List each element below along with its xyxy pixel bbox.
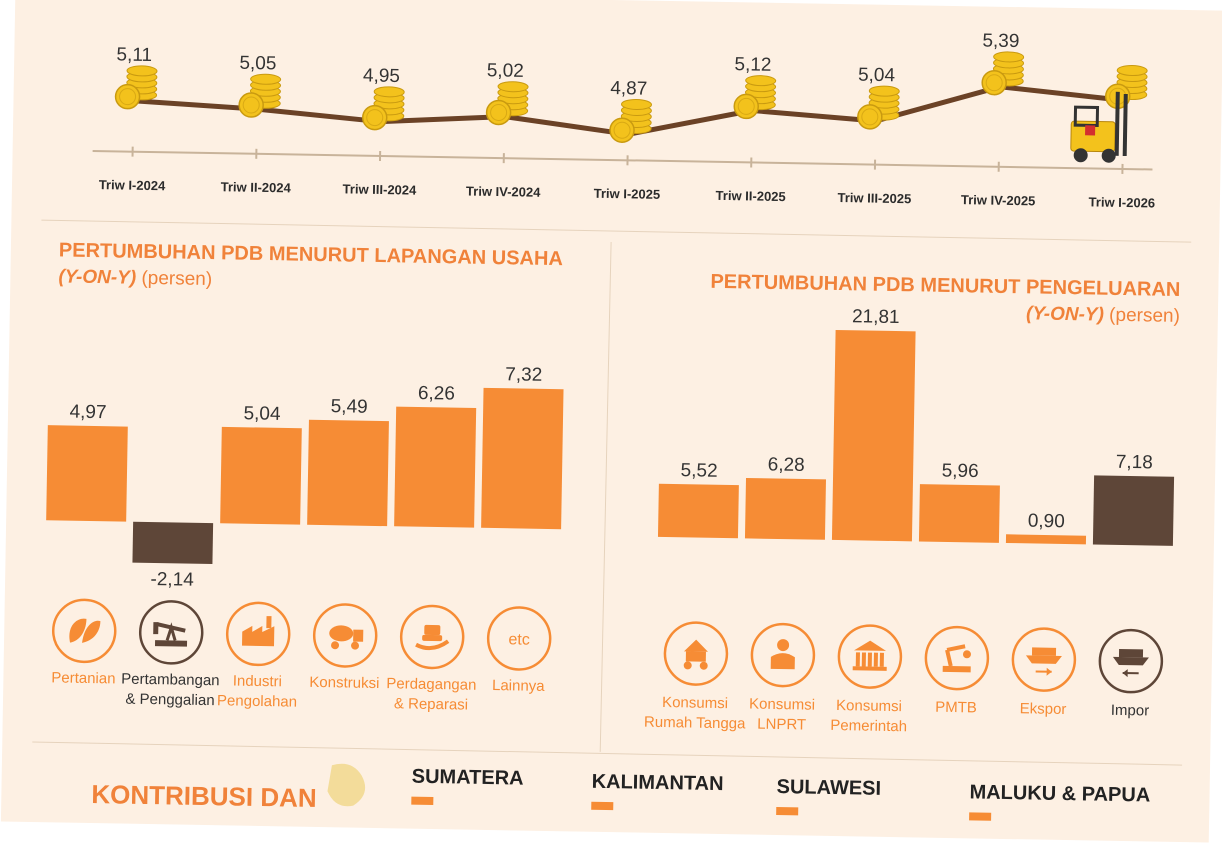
timeline-period-label: Triw I-2026 [1089, 194, 1156, 210]
timeline-value-label: 5,12 [734, 54, 771, 76]
bar-1 [658, 484, 739, 539]
category-label: Lainnya [492, 677, 545, 695]
category-label: Konsumsi [662, 694, 728, 712]
section-divider [32, 742, 1182, 765]
region-label: SULAWESI [776, 776, 881, 800]
timeline-period-label: Triw I-2024 [99, 177, 167, 193]
bar-value-label: 5,04 [243, 403, 281, 425]
region-label: SUMATERA [412, 766, 524, 790]
bar-value-label: 21,81 [852, 306, 900, 328]
category-label: Impor [1111, 702, 1150, 720]
bar-6 [481, 388, 563, 529]
bar-value-label: 5,49 [331, 396, 368, 418]
coin-stack-icon [610, 99, 652, 143]
bar-value-label: 7,18 [1116, 452, 1153, 474]
etc-icon: etc [508, 631, 530, 648]
chart-subtitle-yoy: (Y-ON-Y) [58, 266, 136, 288]
timeline-period-label: Triw II-2025 [716, 188, 786, 204]
timeline-period-label: Triw I-2025 [594, 186, 661, 202]
bar-2 [745, 478, 826, 540]
chart-title: PERTUMBUHAN PDB MENURUT LAPANGAN USAHA [59, 239, 563, 270]
timeline-value-label: 5,39 [982, 30, 1019, 52]
bar-2 [132, 522, 213, 564]
timeline-value-label: 4,87 [610, 78, 647, 100]
bar-5 [394, 407, 476, 528]
category-label: LNPRT [757, 716, 806, 734]
bar-value-label: -2,14 [150, 569, 194, 591]
category-label: Pertanian [51, 669, 116, 687]
section-divider [41, 220, 1191, 242]
category-label: Rumah Tangga [644, 714, 746, 733]
coin-stack-icon [858, 86, 900, 130]
chart-title: PERTUMBUHAN PDB MENURUT PENGELUARAN [710, 271, 1180, 301]
region-bar [969, 812, 991, 820]
region-label: KALIMANTAN [591, 771, 723, 795]
bar-value-label: 0,90 [1028, 511, 1065, 533]
chart-subtitle-yoy: (Y-ON-Y) [1026, 303, 1104, 325]
category-label: Konsumsi [836, 697, 902, 715]
category-label: Industri [233, 672, 282, 690]
timeline-value-label: 5,04 [858, 65, 896, 87]
bar-5 [1006, 534, 1086, 544]
category-label: & Penggalian [125, 691, 215, 710]
category-label: PMTB [935, 699, 977, 717]
region-label: MALUKU & PAPUA [969, 781, 1150, 806]
chart-subtitle-unit: (persen) [136, 268, 212, 290]
category-label: Pertambangan [121, 671, 220, 690]
category-label: Pemerintah [830, 717, 907, 735]
category-label: Ekspor [1020, 700, 1067, 718]
chart-subtitle-unit: (persen) [1104, 305, 1180, 327]
bar-3 [220, 427, 302, 525]
bar-value-label: 5,96 [941, 460, 978, 482]
bar-value-label: 5,52 [680, 460, 717, 482]
icon-circle [53, 599, 116, 662]
bar-value-label: 6,28 [768, 454, 805, 476]
timeline-period-label: Triw III-2025 [837, 190, 911, 206]
timeline-value-label: 5,05 [239, 53, 276, 75]
timeline-value-label: 5,02 [487, 60, 524, 82]
bar-4 [919, 484, 1000, 543]
timeline-value-label: 4,95 [363, 65, 400, 87]
category-label: & Reparasi [394, 695, 468, 713]
timeline-period-label: Triw II-2024 [221, 179, 292, 195]
region-bar [591, 802, 613, 810]
category-label: Perdagangan [386, 675, 476, 694]
chart-subtitle: (Y-ON-Y) (persen) [58, 266, 212, 290]
region-bar [411, 797, 433, 805]
column-divider [600, 242, 611, 752]
category-label: Konsumsi [749, 696, 815, 714]
bar-1 [46, 425, 128, 521]
bar-value-label: 4,97 [69, 402, 106, 424]
timeline-period-label: Triw IV-2024 [466, 183, 541, 199]
timeline-value-label: 5,11 [116, 44, 152, 66]
footer-heading: KONTRIBUSI DAN [91, 779, 317, 813]
sumatera-map-icon [327, 764, 365, 807]
region-bar [776, 807, 798, 815]
timeline-period-label: Triw IV-2025 [961, 192, 1036, 208]
bar-6 [1093, 475, 1174, 546]
coin-stack-icon [363, 86, 405, 130]
icon-circle [925, 627, 988, 690]
bar-3 [832, 330, 916, 541]
forklift-icon [1071, 91, 1128, 163]
gdp-by-expenditure-chart: PERTUMBUHAN PDB MENURUT PENGELUARAN(Y-ON… [644, 270, 1181, 740]
timeline-axis [93, 151, 1153, 169]
chart-subtitle: (Y-ON-Y) (persen) [1026, 303, 1180, 327]
bar-4 [307, 420, 389, 526]
timeline-period-label: Triw III-2024 [343, 181, 418, 197]
category-label: Konstruksi [309, 674, 379, 692]
category-label: Pengolahan [217, 692, 297, 710]
gdp-by-sector-chart: PERTUMBUHAN PDB MENURUT LAPANGAN USAHA(Y… [43, 239, 566, 715]
gdp-timeline: Triw I-2024 5,11 Triw II-2024 5,05 Triw III-… [92, 15, 1158, 211]
etc-icon-label: etc [508, 631, 530, 648]
bar-value-label: 7,32 [505, 364, 542, 386]
regional-contribution-header: KONTRIBUSI DAN SUMATERA KALIMANTAN SULAWESI… [91, 759, 1150, 827]
bar-value-label: 6,26 [418, 383, 455, 405]
